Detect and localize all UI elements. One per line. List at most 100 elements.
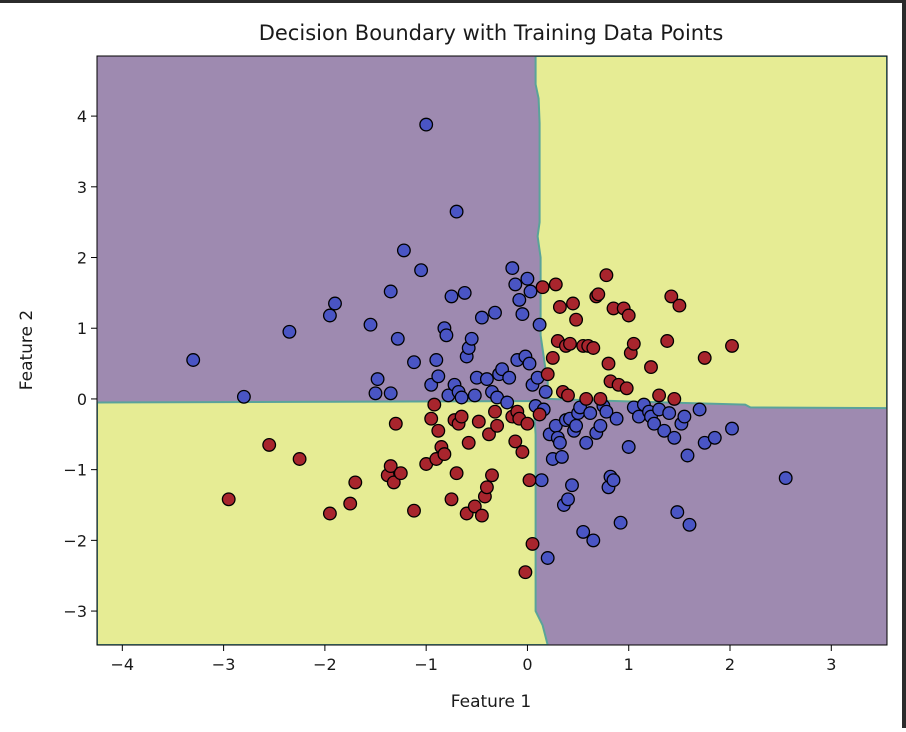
data-point-class1-60 [586, 341, 601, 355]
data-point-class0-8 [383, 284, 398, 299]
data-point-class0-97 [670, 505, 685, 520]
data-point-class0-11 [396, 243, 411, 258]
data-point-class1-5 [348, 475, 363, 490]
data-point-class1-45 [535, 280, 550, 295]
data-point-class0-23 [449, 204, 464, 219]
data-point-class1-58 [579, 391, 594, 406]
data-point-class0-57 [540, 551, 555, 565]
data-point-class0-62 [552, 435, 567, 450]
data-point-class0-35 [488, 305, 502, 320]
data-point-class1-8 [386, 475, 401, 490]
data-point-class0-7 [370, 372, 385, 387]
data-point-class1-32 [485, 468, 499, 483]
data-point-class0-3 [322, 308, 337, 323]
data-point-class1-13 [424, 411, 439, 426]
data-point-class1-9 [388, 416, 403, 431]
data-point-class0-76 [586, 533, 601, 548]
x-tick-label: −3 [212, 655, 236, 674]
data-point-class0-32 [474, 310, 489, 325]
data-point-class0-12 [407, 355, 421, 370]
data-point-class1-64 [599, 268, 614, 283]
data-point-class1-73 [626, 336, 641, 351]
data-point-class1-48 [548, 277, 563, 292]
data-point-class1-76 [660, 334, 675, 348]
data-point-class0-105 [725, 421, 739, 436]
y-tick-label: 4 [77, 107, 87, 126]
data-point-class1-34 [490, 418, 505, 433]
data-point-class1-70 [619, 381, 634, 396]
data-point-class0-104 [707, 430, 722, 445]
y-tick-label: 0 [77, 390, 87, 409]
data-point-class0-9 [383, 386, 398, 401]
x-tick-label: 0 [522, 655, 532, 674]
data-point-class1-75 [652, 388, 667, 403]
data-point-class0-84 [609, 411, 624, 426]
data-point-class0-21 [444, 289, 459, 304]
data-point-class0-42 [508, 277, 523, 292]
data-point-class1-62 [591, 287, 606, 302]
data-point-class0-19 [439, 328, 454, 343]
data-point-class0-48 [522, 356, 537, 371]
data-point-class1-81 [725, 338, 739, 353]
data-point-class1-19 [444, 492, 459, 507]
data-point-class0-10 [390, 331, 405, 346]
data-point-class0-16 [429, 353, 444, 367]
data-point-class0-85 [613, 515, 628, 530]
data-point-class1-1 [262, 437, 277, 452]
data-point-class0-39 [500, 395, 515, 410]
data-point-class0-75 [583, 406, 598, 421]
y-tick-label: 1 [77, 319, 87, 338]
data-point-class0-83 [606, 473, 621, 488]
data-points [186, 117, 793, 580]
data-point-class0-1 [236, 389, 251, 404]
data-point-class1-0 [221, 492, 236, 507]
data-point-class1-77 [664, 289, 679, 304]
data-point-class0-99 [677, 409, 692, 424]
data-point-class1-4 [343, 496, 358, 511]
data-point-class0-101 [682, 517, 697, 532]
data-point-class0-13 [414, 263, 429, 278]
data-point-class0-100 [680, 448, 695, 463]
data-point-class0-14 [419, 117, 434, 132]
data-point-class0-45 [515, 307, 530, 322]
data-point-class0-63 [554, 449, 569, 464]
data-point-class1-50 [552, 300, 567, 314]
data-point-class1-41 [520, 416, 535, 431]
data-point-class0-26 [457, 285, 472, 300]
data-point-class0-74 [579, 435, 594, 450]
data-point-class1-23 [454, 409, 469, 424]
region-class1-0 [534, 56, 887, 410]
data-point-class1-28 [474, 508, 489, 523]
data-point-class0-70 [569, 418, 584, 433]
x-tick-label: −2 [313, 655, 337, 674]
data-point-class1-47 [545, 350, 560, 365]
x-tick-label: 3 [826, 655, 836, 674]
data-point-class1-11 [407, 503, 421, 518]
data-point-class1-2 [292, 452, 307, 466]
data-point-class0-56 [538, 384, 553, 399]
data-point-class1-55 [566, 296, 580, 311]
region-class1-1 [97, 400, 549, 645]
x-tick-label: −1 [414, 655, 438, 674]
data-point-class0-33 [479, 372, 494, 387]
data-point-class0-2 [282, 324, 297, 339]
data-point-class1-33 [488, 404, 502, 419]
data-point-class1-54 [563, 336, 577, 351]
data-point-class0-96 [667, 430, 682, 445]
data-point-class1-80 [697, 350, 712, 365]
data-point-class1-3 [322, 506, 337, 521]
x-tick-label: 1 [624, 655, 634, 674]
data-point-class0-92 [647, 416, 662, 431]
y-tick-label: −3 [63, 602, 87, 621]
data-point-class0-0 [186, 353, 201, 367]
y-tick-label: 3 [77, 178, 87, 197]
data-point-class1-39 [515, 445, 530, 459]
data-point-class1-36 [508, 434, 523, 449]
y-axis-label: Feature 2 [17, 310, 37, 390]
data-point-class0-4 [328, 296, 342, 311]
x-tick-label: −4 [111, 655, 135, 674]
data-point-class0-80 [599, 404, 614, 419]
x-tick-label: 2 [725, 655, 735, 674]
